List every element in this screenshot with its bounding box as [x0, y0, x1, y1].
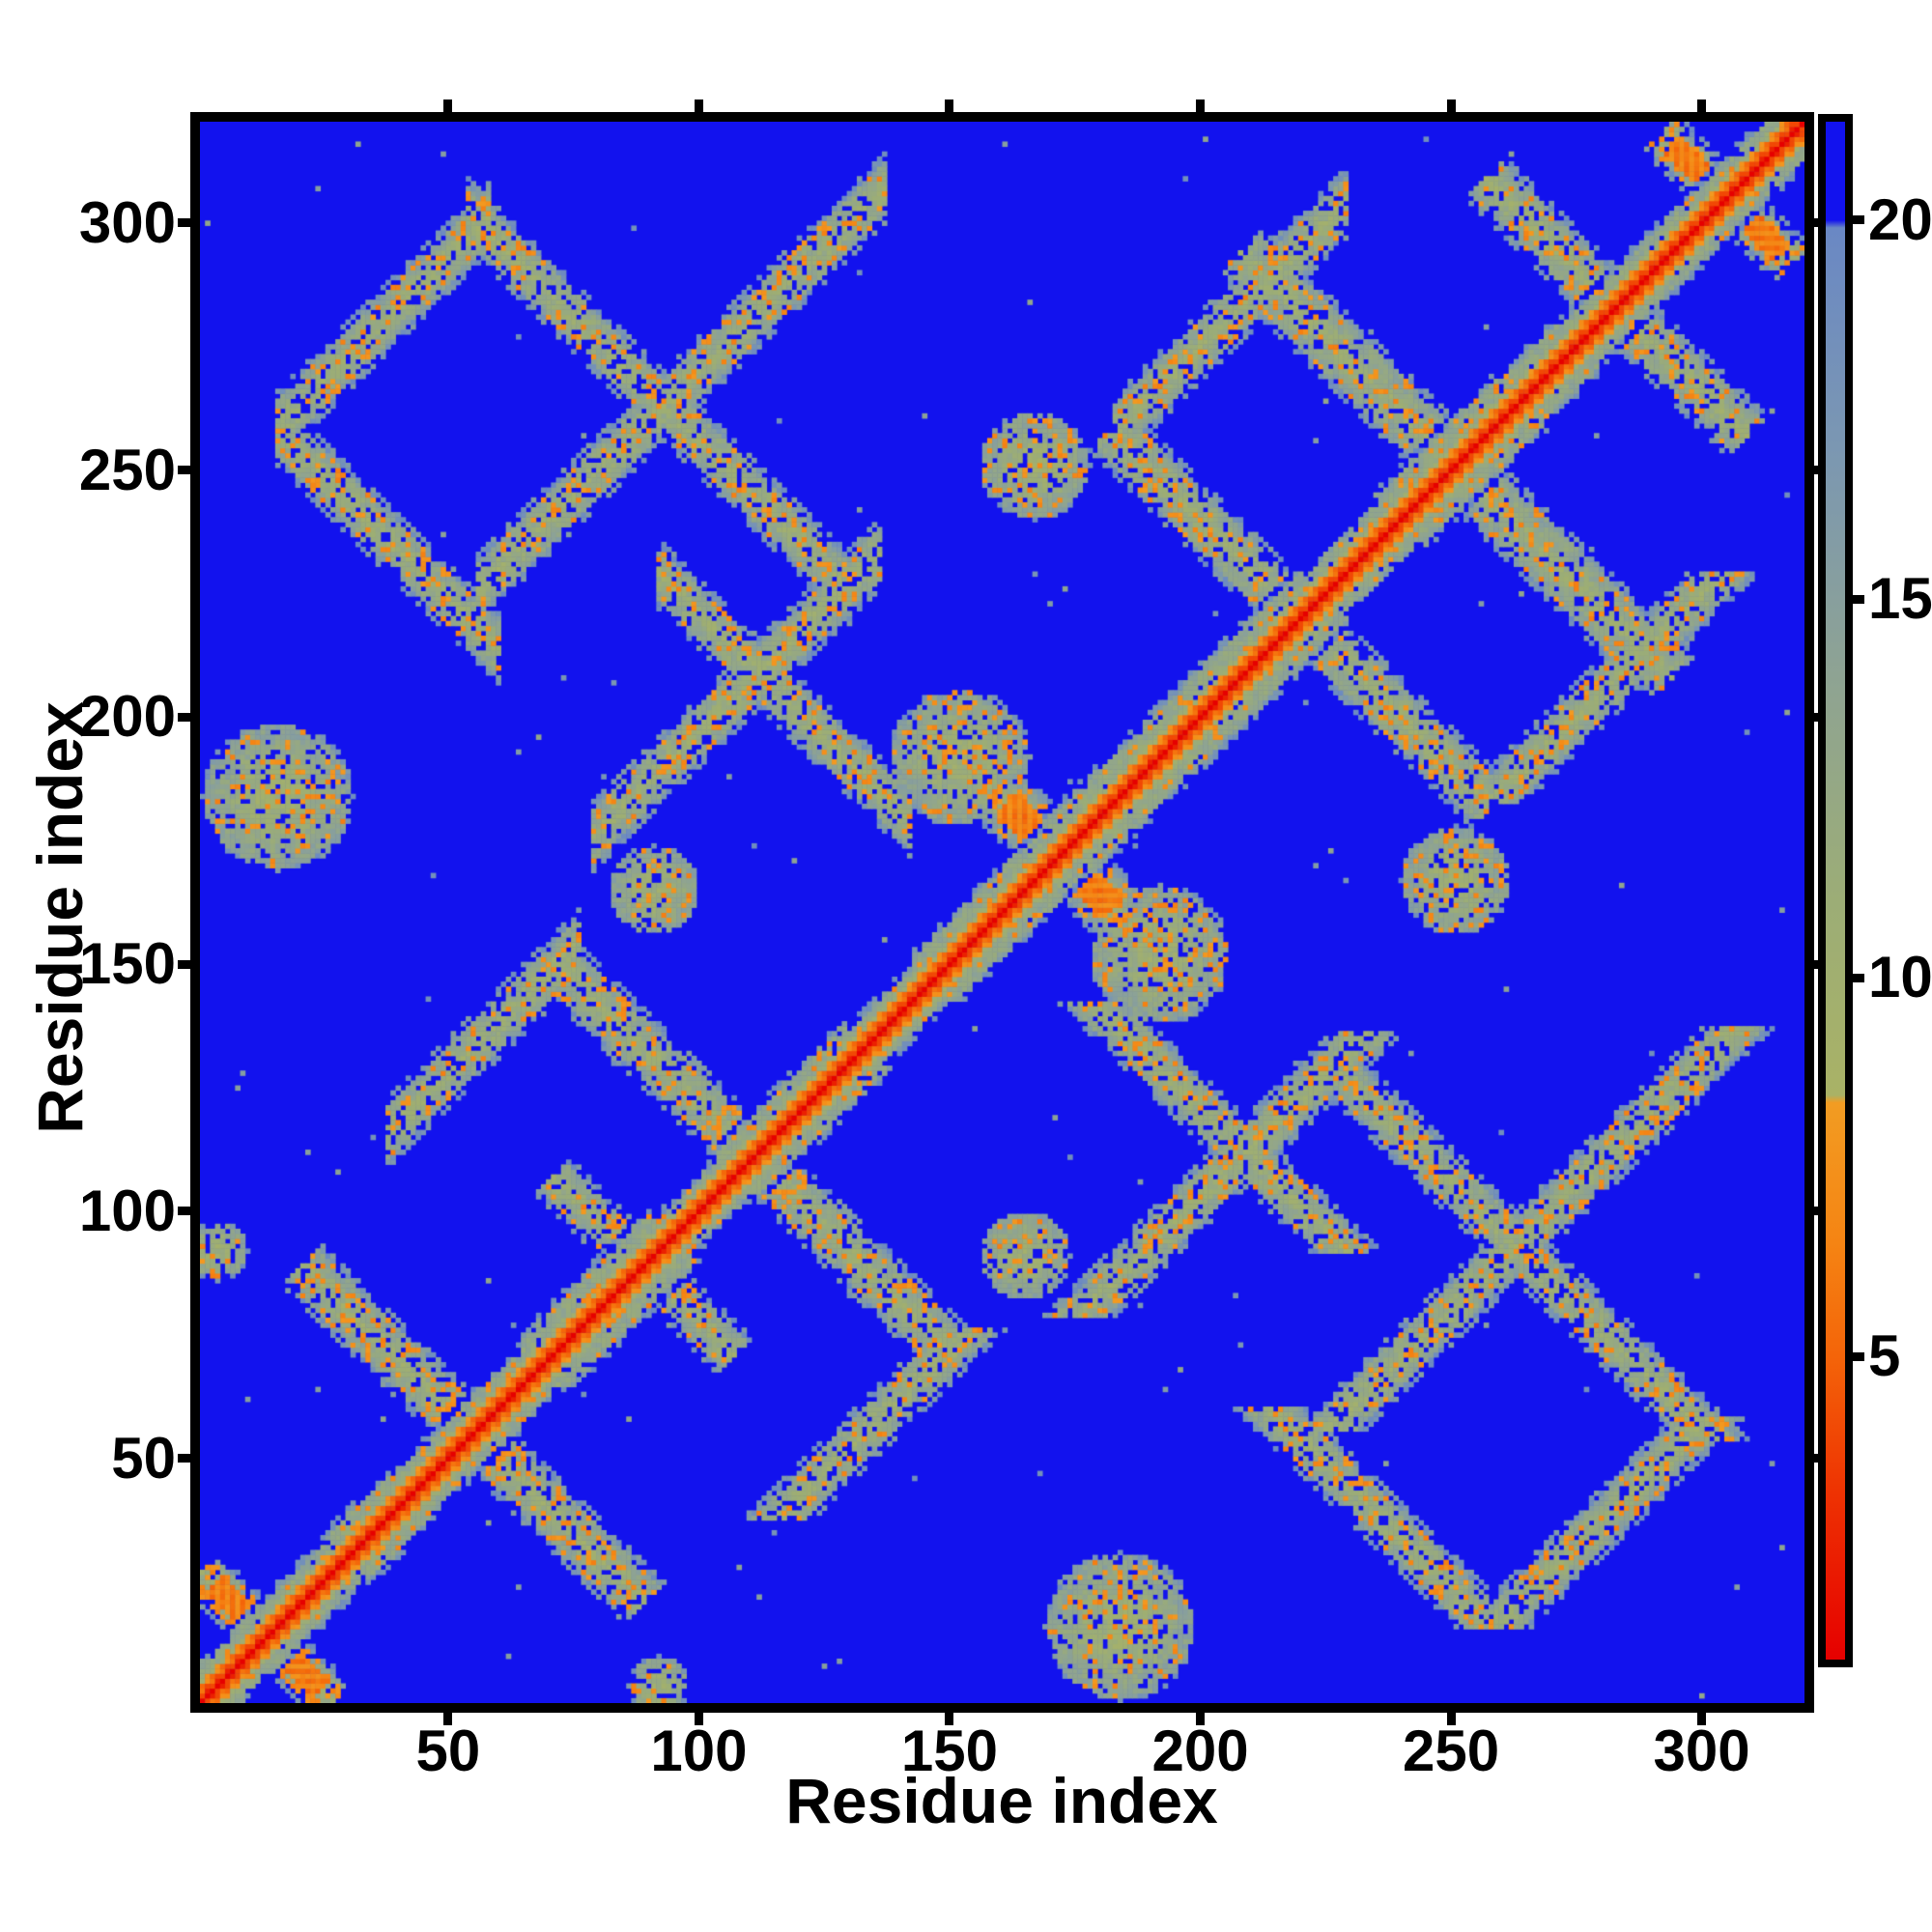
y-tick-label: 150	[78, 931, 176, 997]
x-axis-tick-top	[694, 99, 703, 112]
x-tick-label: 100	[650, 1719, 748, 1783]
y-tick-label: 200	[78, 684, 176, 750]
x-axis-tick-bottom	[694, 1713, 703, 1725]
colorbar-tick-label: 5	[1868, 1323, 1901, 1389]
y-axis-tick-left	[178, 959, 190, 969]
heatmap-canvas	[200, 122, 1804, 1703]
y-tick-label: 50	[111, 1425, 176, 1491]
colorbar-tick	[1853, 973, 1864, 982]
x-axis-tick-top	[443, 99, 453, 112]
x-axis-tick-top	[945, 99, 954, 112]
colorbar-tick-label: 20	[1868, 186, 1932, 252]
colorbar-tick	[1853, 215, 1864, 225]
y-axis-title: Residue index	[24, 701, 96, 1134]
x-axis-tick-bottom	[443, 1713, 453, 1725]
y-axis-tick-left	[178, 1454, 190, 1463]
x-axis-tick-top	[1446, 99, 1456, 112]
x-tick-label: 250	[1402, 1719, 1500, 1783]
colorbar-tick	[1853, 594, 1864, 604]
y-axis-tick-left	[178, 1207, 190, 1216]
x-axis-tick-top	[1697, 99, 1707, 112]
x-tick-label: 50	[415, 1719, 481, 1783]
x-tick-label: 150	[900, 1719, 999, 1783]
y-axis-tick-left	[178, 218, 190, 228]
y-axis-tick-left	[178, 712, 190, 722]
x-axis-title: Residue index	[785, 1765, 1218, 1836]
y-tick-label: 300	[78, 189, 176, 255]
colorbar-tick-label: 15	[1868, 566, 1932, 632]
y-tick-label: 100	[78, 1178, 176, 1243]
colorbar-tick	[1853, 1351, 1864, 1361]
y-tick-label: 250	[78, 437, 176, 502]
colorbar	[1818, 114, 1853, 1667]
x-axis-tick-bottom	[1446, 1713, 1456, 1725]
x-axis-tick-top	[1196, 99, 1206, 112]
colorbar-tick-label: 10	[1868, 945, 1932, 1010]
x-tick-label: 200	[1151, 1719, 1249, 1783]
x-axis-tick-bottom	[1697, 1713, 1707, 1725]
x-axis-tick-bottom	[1196, 1713, 1206, 1725]
x-tick-label: 300	[1653, 1719, 1750, 1783]
y-axis-tick-left	[178, 466, 190, 475]
x-axis-tick-bottom	[945, 1713, 954, 1725]
